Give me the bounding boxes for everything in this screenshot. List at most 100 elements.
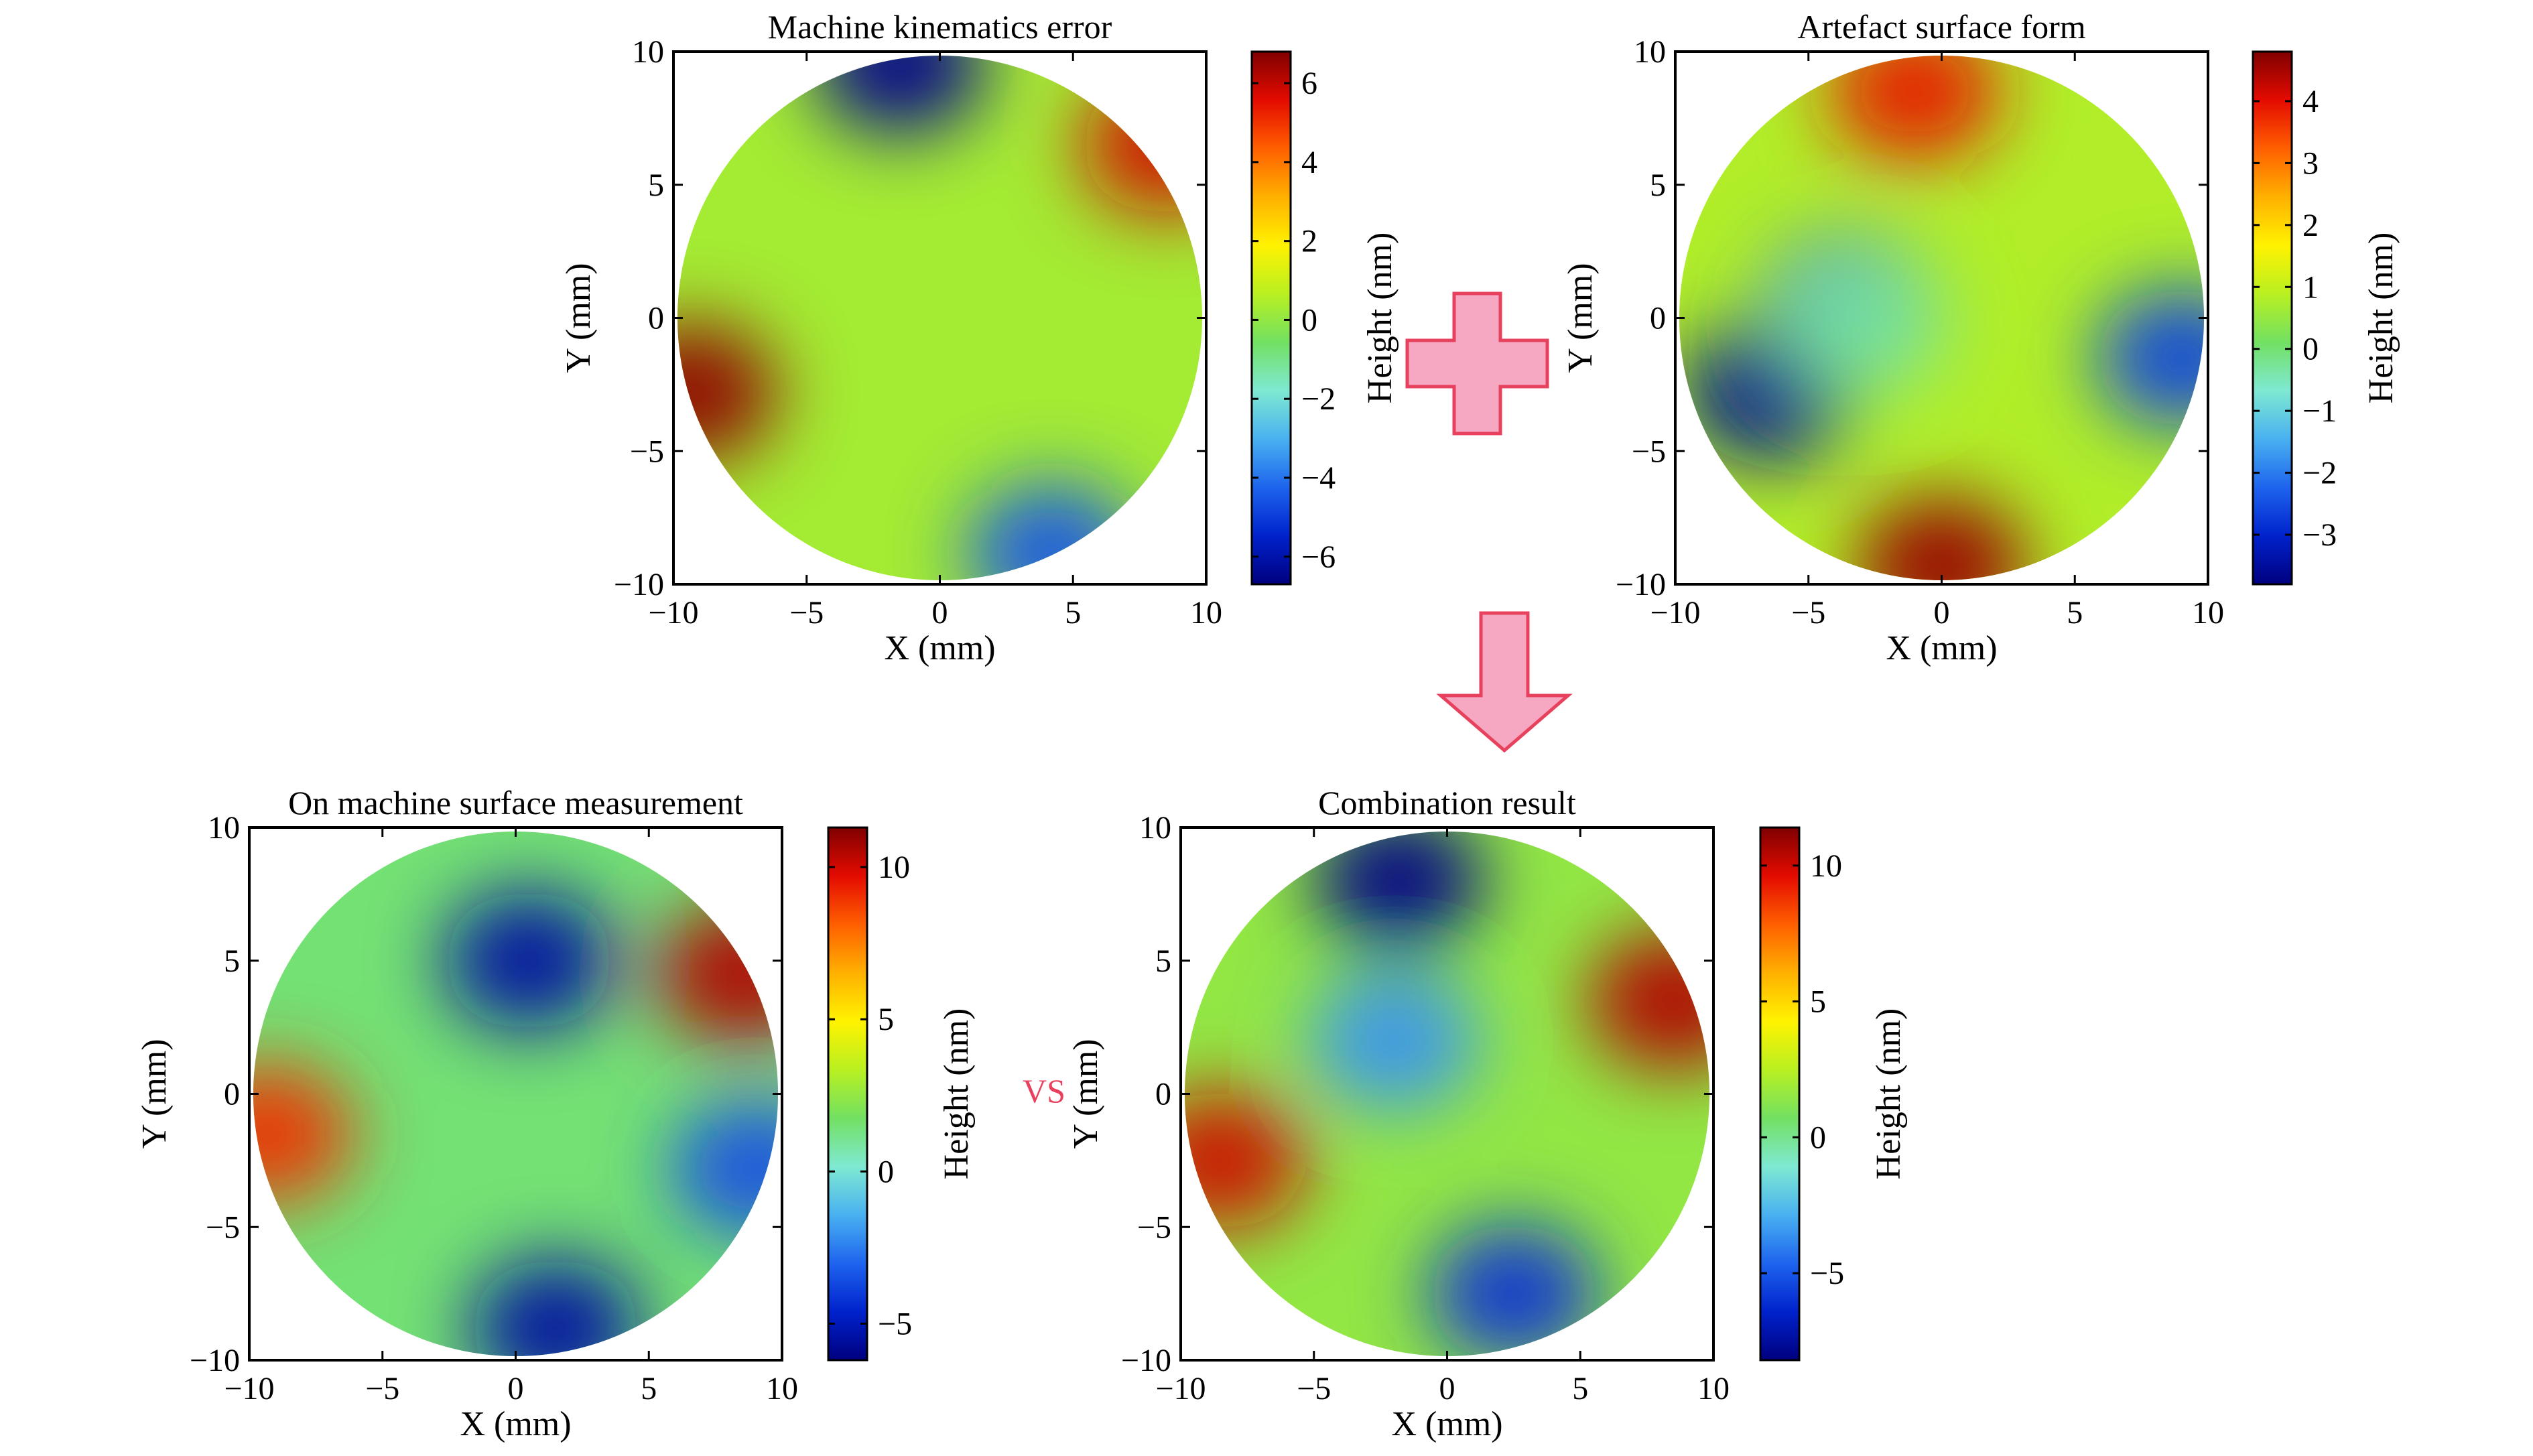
x-tick-label: −10: [224, 1371, 274, 1406]
y-tick-label: −10: [1121, 1343, 1171, 1378]
surface-field: [253, 831, 779, 1357]
surface-feature-4: [1856, 496, 2027, 581]
colorbar-label: Height (nm): [1870, 1008, 1908, 1180]
surface-feature-3: [677, 323, 778, 462]
x-tick-label: 10: [766, 1371, 798, 1406]
heatmap-panel-3: −10 −5 0 5 10 −10 −5 0 5 10 On machine surface mea…: [135, 784, 976, 1443]
colorbar-label: Height (nm): [2362, 233, 2400, 404]
down-arrow-icon: [1436, 611, 1573, 753]
x-tick-label: 5: [2067, 595, 2083, 631]
surface-feature-5: [1184, 1091, 1306, 1230]
surface-feature-5: [670, 1099, 779, 1238]
colorbar-tick-label: 6: [1301, 66, 1317, 101]
surface-feature-4: [966, 482, 1137, 581]
surface-feature-4: [253, 1064, 354, 1203]
x-tick-label: −5: [365, 1371, 399, 1406]
colorbar-tick-label: 3: [2302, 145, 2319, 181]
colorbar-tick-label: 2: [1301, 224, 1317, 259]
y-tick-label: −5: [1137, 1209, 1171, 1245]
colorbar-tick-label: −3: [2302, 517, 2337, 553]
colorbar-tick-label: 5: [878, 1002, 894, 1037]
x-tick-label: 0: [1439, 1371, 1455, 1406]
surface-feature-1: [814, 55, 986, 135]
surface-background: [677, 55, 1203, 581]
x-tick-label: −10: [1650, 595, 1700, 631]
x-axis-label: X (mm): [884, 629, 995, 667]
x-tick-label: −5: [789, 595, 824, 631]
y-tick-label: 5: [224, 943, 240, 979]
panel-title: Machine kinematics error: [768, 8, 1112, 46]
surface-feature-4: [1588, 931, 1710, 1070]
heatmap-panel-4: −10 −5 0 5 10 −10 −5 0 5 10 Combination result X (m…: [1067, 784, 1908, 1443]
x-tick-label: −10: [1155, 1371, 1206, 1406]
x-tick-label: 5: [641, 1371, 657, 1406]
y-tick-label: −5: [1632, 434, 1666, 469]
x-tick-label: 0: [1934, 595, 1950, 631]
surface-feature-2: [1081, 75, 1203, 214]
y-tick-label: −10: [190, 1343, 240, 1378]
y-tick-label: −10: [614, 567, 664, 602]
colorbar-tick-label: 4: [2302, 84, 2319, 119]
surface-field: [677, 55, 1203, 581]
colorbar-tick-label: 10: [878, 850, 910, 885]
colorbar: [827, 826, 868, 1362]
y-tick-label: 5: [648, 168, 664, 203]
x-axis-label: X (mm): [460, 1405, 571, 1443]
y-tick-label: −5: [630, 434, 664, 469]
vs-label: VS: [1023, 1072, 1065, 1110]
y-axis-label: Y (mm): [1561, 263, 1600, 373]
surface-feature-2: [1308, 971, 1480, 1110]
x-tick-label: −10: [648, 595, 698, 631]
colorbar-tick-label: −5: [1810, 1256, 1844, 1291]
x-tick-label: 0: [932, 595, 948, 631]
plus-icon: [1405, 291, 1549, 436]
surface-feature-1: [444, 891, 614, 1031]
panel-title: On machine surface measurement: [288, 784, 743, 821]
colorbar-label: Height (nm): [1361, 233, 1399, 404]
colorbar-tick-label: −2: [2302, 456, 2337, 491]
y-tick-label: −5: [206, 1209, 240, 1245]
panel-title: Combination result: [1318, 784, 1576, 821]
y-tick-label: 0: [1650, 301, 1666, 336]
panel-title: Artefact surface form: [1797, 8, 2085, 46]
colorbar-tick-label: −5: [878, 1306, 912, 1341]
colorbar-tick-label: 5: [1810, 984, 1826, 1020]
x-axis-label: X (mm): [1391, 1405, 1502, 1443]
colorbar-tick-label: 2: [2302, 208, 2319, 243]
surface-feature-2: [470, 1258, 641, 1357]
colorbar: [1759, 826, 1801, 1362]
surface-field: [1679, 55, 2205, 581]
colorbar-tick-label: 4: [1301, 145, 1317, 180]
x-tick-label: 10: [1190, 595, 1222, 631]
colorbar-tick-label: −6: [1301, 539, 1336, 575]
x-tick-label: 10: [1697, 1371, 1730, 1406]
colorbar-tick-label: −2: [1301, 381, 1336, 417]
colorbar: [1250, 50, 1292, 586]
y-tick-label: 5: [1155, 943, 1171, 979]
x-tick-label: −5: [1297, 1371, 1331, 1406]
colorbar-label: Height (nm): [937, 1008, 976, 1180]
surface-feature-3: [1776, 254, 1947, 393]
y-tick-label: 10: [1139, 810, 1171, 846]
x-tick-label: 10: [2192, 595, 2224, 631]
colorbar-tick-label: 1: [2302, 269, 2319, 305]
y-tick-label: 0: [648, 301, 664, 336]
colorbar: [2252, 50, 2293, 586]
y-tick-label: 10: [208, 810, 240, 846]
x-tick-label: 5: [1572, 1371, 1588, 1406]
surface-feature-1: [1313, 831, 1485, 950]
y-tick-label: 0: [224, 1077, 240, 1112]
colorbar-tick-label: 0: [1810, 1120, 1826, 1155]
y-tick-label: 5: [1650, 168, 1666, 203]
surface-feature-6: [2096, 288, 2205, 427]
x-tick-label: −5: [1791, 595, 1825, 631]
y-axis-label: Y (mm): [560, 263, 598, 373]
surface-feature-3: [1428, 1224, 1600, 1357]
colorbar-tick-label: 0: [2302, 332, 2319, 367]
colorbar-tick-label: −4: [1301, 460, 1336, 496]
y-tick-label: 10: [632, 34, 664, 70]
y-tick-label: 10: [1634, 34, 1666, 70]
